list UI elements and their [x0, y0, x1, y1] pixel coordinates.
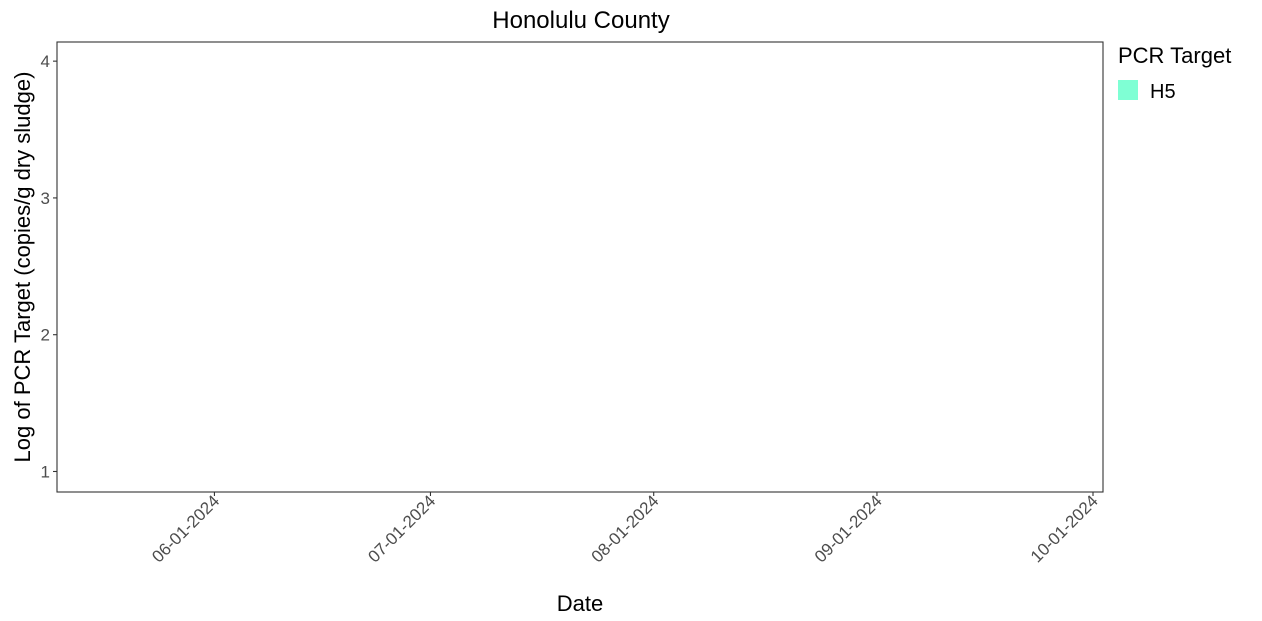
legend-swatch-h5 — [1118, 80, 1138, 100]
legend: PCR Target H5 — [1118, 43, 1231, 103]
x-tick-label: 06-01-2024 — [148, 491, 223, 566]
legend-title: PCR Target — [1118, 43, 1231, 68]
y-axis-label: Log of PCR Target (copies/g dry sludge) — [10, 72, 35, 463]
x-tick-label: 08-01-2024 — [588, 491, 663, 566]
y-tick-label: 1 — [41, 462, 50, 481]
x-axis-label: Date — [557, 591, 603, 616]
y-tick-label: 4 — [41, 52, 50, 71]
x-tick-label: 07-01-2024 — [364, 491, 439, 566]
y-tick-label: 3 — [41, 189, 50, 208]
y-axis: 1 2 3 4 — [41, 52, 57, 481]
x-tick-label: 09-01-2024 — [811, 491, 886, 566]
legend-label-h5: H5 — [1150, 81, 1176, 103]
y-tick-label: 2 — [41, 326, 50, 345]
x-tick-label: 10-01-2024 — [1027, 491, 1102, 566]
x-axis: 06-01-2024 07-01-2024 08-01-2024 09-01-2024… — [148, 491, 1102, 566]
chart-title: Honolulu County — [492, 7, 669, 34]
plot-panel — [56, 41, 1104, 493]
